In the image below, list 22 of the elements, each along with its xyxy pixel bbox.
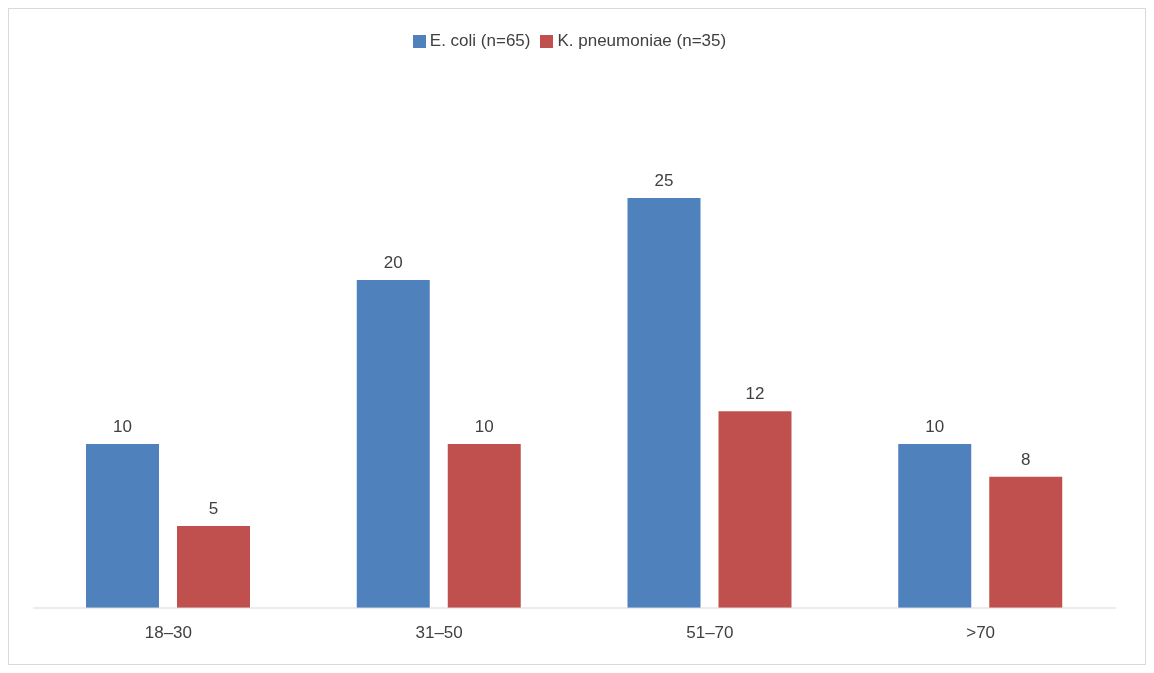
bar xyxy=(898,444,972,608)
legend-label: K. pneumoniae (n=35) xyxy=(557,31,727,50)
x-tick-label: 31–50 xyxy=(415,623,463,643)
bar xyxy=(989,476,1063,608)
bar xyxy=(356,280,430,608)
bar xyxy=(177,526,250,608)
bar xyxy=(447,444,521,608)
x-tick-label: >70 xyxy=(966,623,996,643)
data-label: 10 xyxy=(474,417,494,436)
data-label: 12 xyxy=(745,384,765,404)
x-tick-label: 18–30 xyxy=(144,623,193,643)
data-label: 10 xyxy=(113,417,132,436)
data-label: 20 xyxy=(383,253,403,272)
bar xyxy=(718,411,792,608)
data-label: 5 xyxy=(208,499,219,518)
data-label: 25 xyxy=(654,171,674,190)
bar xyxy=(627,198,701,608)
data-label: 8 xyxy=(1021,449,1031,469)
legend-label: E. coli (n=65) xyxy=(429,31,531,50)
x-tick-label: 51–70 xyxy=(686,623,734,643)
bar xyxy=(86,444,159,608)
data-label: 10 xyxy=(925,417,945,436)
